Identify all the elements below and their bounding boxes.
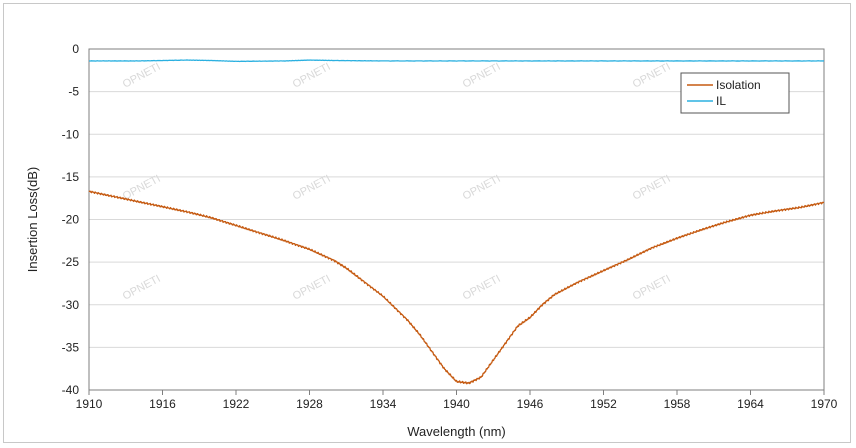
x-tick-label: 1934 [370,397,397,411]
x-tick-label: 1922 [223,397,250,411]
y-tick-label: -10 [62,127,80,141]
legend-box [680,72,790,114]
y-axis-ticks: 0 -5 -10 -15 -20 -25 -30 -35 -40 [62,42,80,397]
legend: Isolation IL [680,72,790,114]
series-line-il [88,59,825,63]
watermark-text: OPNETI [121,273,163,303]
x-tick-label: 1916 [149,397,176,411]
y-tick-label: 0 [72,42,79,56]
x-tick-label: 1958 [664,397,691,411]
chart-frame [3,3,851,443]
y-tick-label: -5 [68,85,79,99]
x-tick-label: 1970 [811,397,838,411]
y-tick-label: -25 [62,255,80,269]
y-tick-label: -30 [62,298,80,312]
watermark-text: OPNETI [631,273,673,303]
y-tick-label: -20 [62,213,80,227]
series-layer [88,59,825,385]
legend-label-isolation: Isolation [716,78,761,92]
watermark-text: OPNETI [461,61,503,91]
series-line-isolation [88,190,825,385]
x-tick-label: 1928 [296,397,323,411]
watermark-layer: OPNETI OPNETI OPNETI OPNETI OPNETI OPNETI OPNE… [121,61,673,303]
y-axis-title: Insertion Loss(dB) [25,167,40,273]
x-axis-ticks: 1910 1916 1922 1928 1934 1940 1946 1952 1958 1964… [76,390,838,411]
y-tick-label: -40 [62,383,80,397]
x-axis-title: Wavelength (nm) [407,424,506,439]
y-tick-label: -15 [62,170,80,184]
watermark-text: OPNETI [121,61,163,91]
x-tick-label: 1940 [443,397,470,411]
y-tick-label: -35 [62,340,80,354]
watermark-text: OPNETI [291,61,333,91]
x-tick-label: 1910 [76,397,103,411]
legend-label-il: IL [716,94,726,108]
watermark-text: OPNETI [461,273,503,303]
x-tick-label: 1946 [517,397,544,411]
x-tick-label: 1964 [737,397,764,411]
x-tick-label: 1952 [590,397,617,411]
watermark-text: OPNETI [291,273,333,303]
watermark-text: OPNETI [631,61,673,91]
